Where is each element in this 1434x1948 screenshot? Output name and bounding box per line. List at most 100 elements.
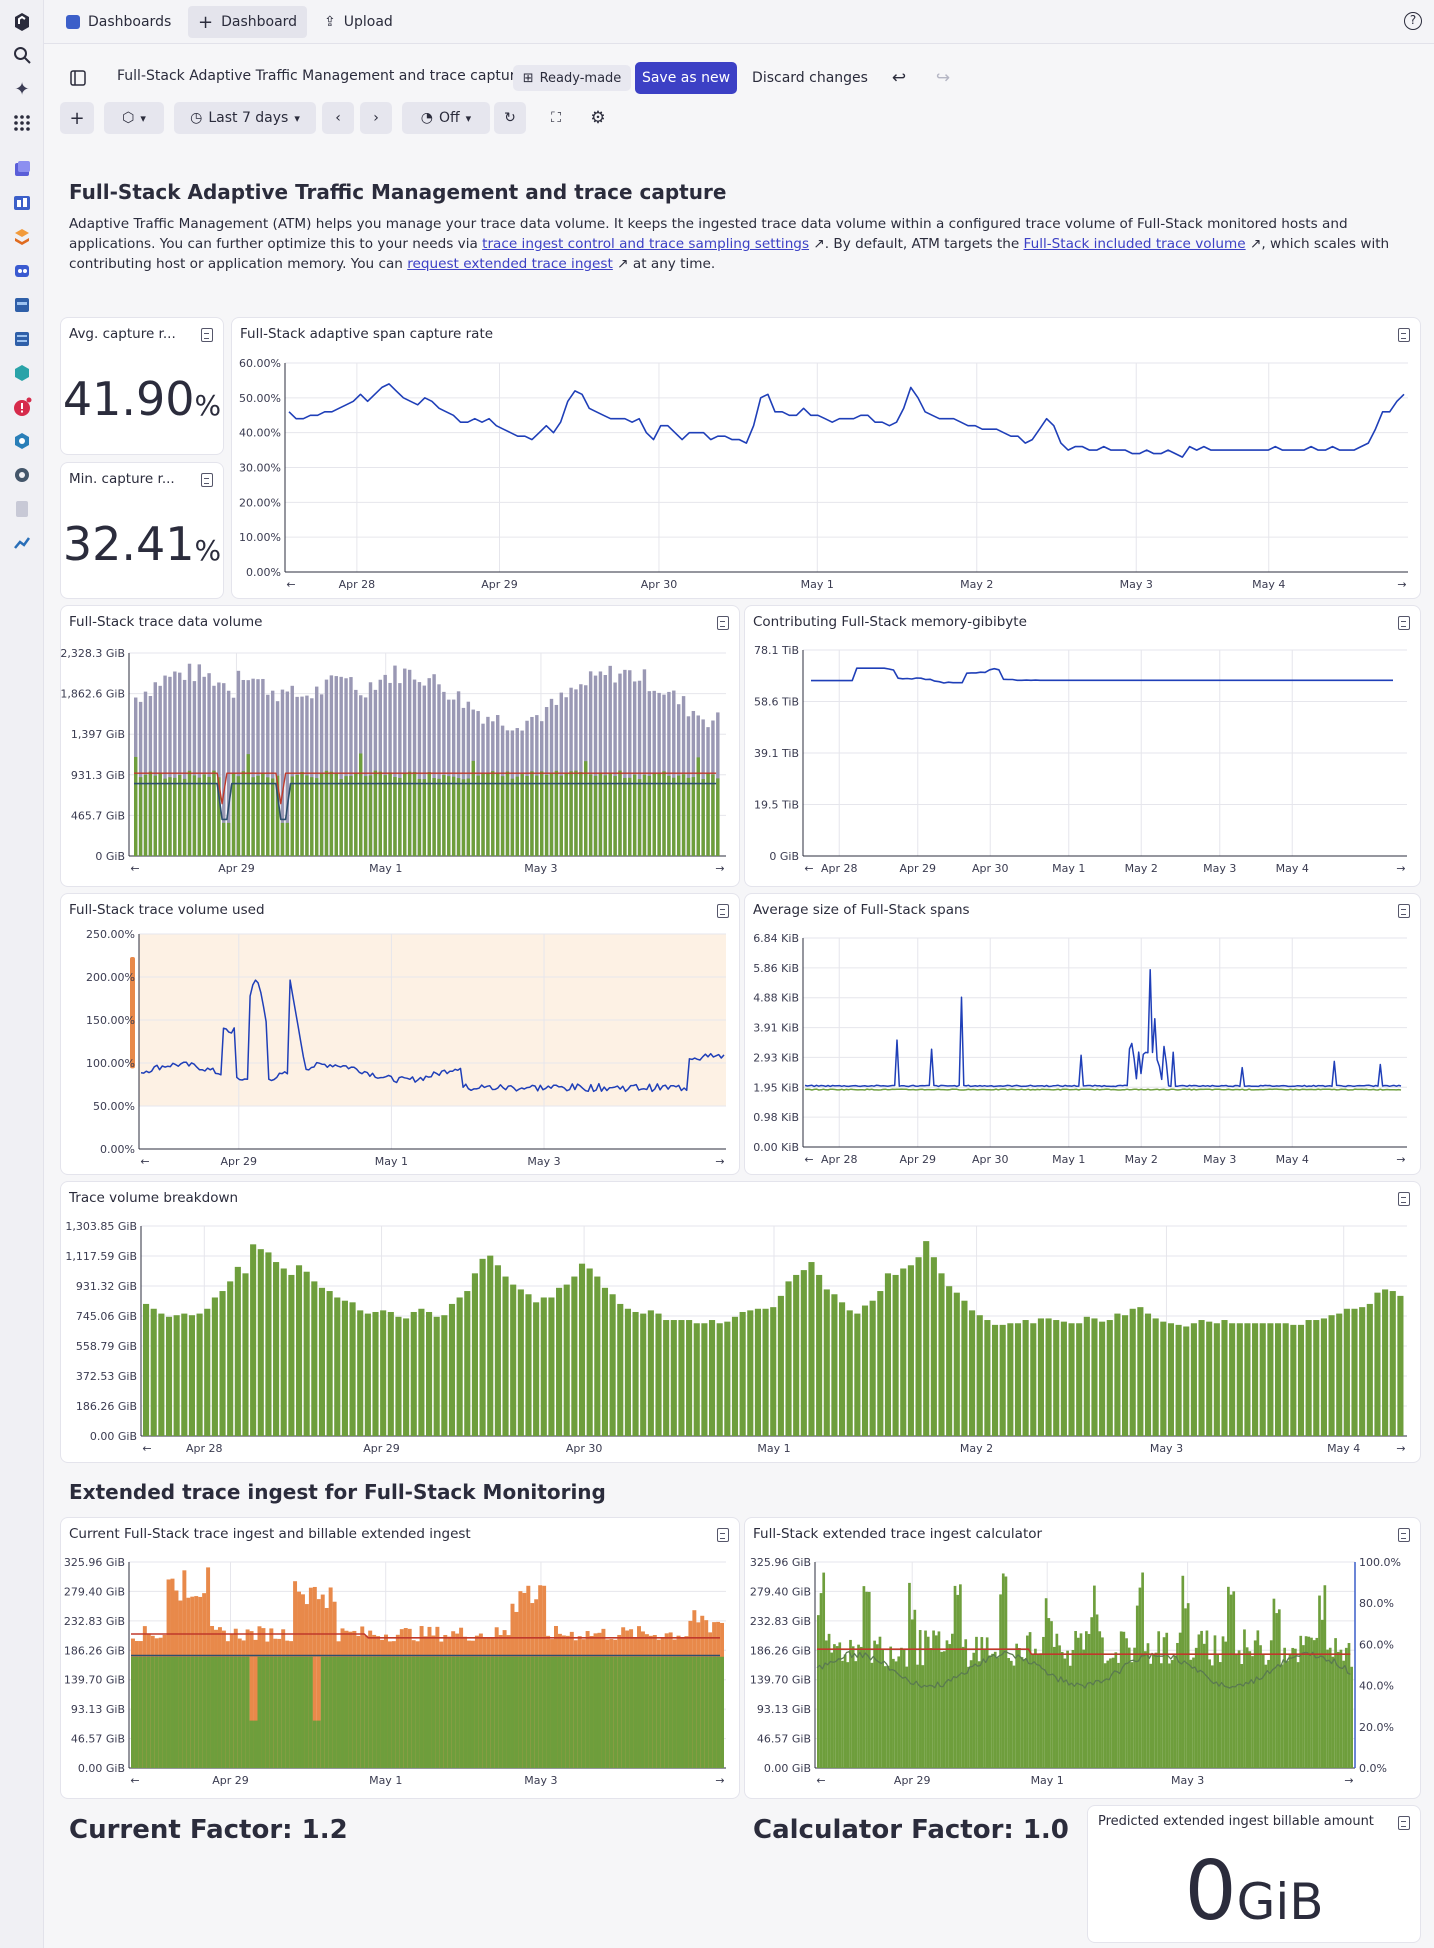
calc-bar	[870, 1662, 874, 1768]
volume-used-line	[140, 979, 725, 1093]
fullscreen-icon[interactable]: ⛶	[551, 110, 561, 126]
document-icon[interactable]	[1398, 616, 1410, 630]
avg-capture-rate-tile[interactable]: Avg. capture r... 41.90%	[60, 317, 224, 455]
app-icon-gear[interactable]	[9, 462, 35, 488]
dashboard-title[interactable]: Full-Stack Adaptive Traffic Management a…	[117, 68, 524, 84]
calc-bar	[1127, 1647, 1131, 1768]
trace-ingest-settings-link[interactable]: trace ingest control and trace sampling …	[482, 236, 810, 252]
breakdown-bar	[1060, 1321, 1067, 1436]
document-icon[interactable]	[717, 904, 729, 918]
document-icon[interactable]	[201, 473, 213, 487]
bar-total	[153, 682, 157, 856]
segment-button[interactable]: ⬡ ▾	[104, 102, 164, 134]
tab-dashboard[interactable]: + Dashboard	[188, 6, 308, 38]
included-bar	[688, 1656, 693, 1768]
bar-captured	[525, 775, 529, 856]
breakdown-bar	[433, 1316, 440, 1436]
span-capture-rate-chart[interactable]: 0.00% 10.00% 20.00% 30.00% 40.00% 50.00% 60.00…	[232, 318, 1422, 600]
calc-bar	[886, 1665, 890, 1768]
document-icon[interactable]	[1398, 1192, 1410, 1206]
previous-timeframe-button[interactable]: ‹	[322, 102, 354, 134]
app-icon-hexagon[interactable]	[9, 360, 35, 386]
breakdown-bar	[854, 1313, 861, 1436]
app-icon-document[interactable]	[9, 496, 35, 522]
app-icon-trend[interactable]	[9, 530, 35, 556]
trace-data-volume-tile[interactable]: Full-Stack trace data volume 0 GiB 465.7 …	[60, 605, 740, 887]
calc-bar	[1237, 1650, 1241, 1768]
add-tile-button[interactable]: +	[60, 102, 94, 134]
trace-volume-used-chart[interactable]: 0.00% 50.00% 100.00% 150.00% 200.00% 250.00% A…	[61, 894, 741, 1176]
dynatrace-logo-icon[interactable]	[9, 8, 35, 34]
settings-gear-icon[interactable]: ⚙	[590, 108, 606, 128]
app-icon-server[interactable]	[9, 326, 35, 352]
memory-gibibyte-tile[interactable]: Contributing Full-Stack memory-gibibyte …	[744, 605, 1421, 887]
calc-bar	[1168, 1663, 1171, 1768]
timeframe-selector[interactable]: ◷ Last 7 days ▾	[174, 102, 316, 134]
tab-dashboards[interactable]: Dashboards	[56, 6, 181, 38]
intro-text-4: at any time.	[628, 256, 716, 272]
app-icon-database[interactable]	[9, 292, 35, 318]
trace-volume-breakdown-tile[interactable]: Trace volume breakdown 0.00 GiB 186.26 Gi…	[60, 1181, 1421, 1463]
trace-data-volume-chart[interactable]: 0 GiB 465.7 GiB 931.3 GiB 1,397 GiB 1,862.6 …	[61, 606, 741, 888]
app-icon-robot[interactable]	[9, 258, 35, 284]
predicted-billable-tile[interactable]: Predicted extended ingest billable amoun…	[1087, 1805, 1421, 1943]
memory-gibibyte-chart[interactable]: 0 GiB 19.5 TiB 39.1 TiB 58.6 TiB 78.1 TiB Apr…	[745, 606, 1422, 888]
discard-changes-button[interactable]: Discard changes	[752, 70, 868, 86]
document-icon[interactable]	[1398, 1816, 1410, 1830]
apps-grid-icon[interactable]	[9, 110, 35, 136]
included-bar	[174, 1656, 179, 1768]
document-icon[interactable]	[1398, 904, 1410, 918]
app-icon-alert[interactable]	[9, 394, 35, 420]
document-icon[interactable]	[717, 1528, 729, 1542]
document-icon[interactable]	[1398, 1528, 1410, 1542]
y-tick-label: 931.32 GiB	[76, 1280, 137, 1293]
included-trace-volume-link[interactable]: Full-Stack included trace volume	[1023, 236, 1246, 252]
breakdown-bar	[1106, 1320, 1113, 1436]
pan-left-icon: ←	[816, 1774, 825, 1787]
app-icon-cube[interactable]	[9, 156, 35, 182]
bar-captured	[295, 774, 299, 856]
included-bar	[138, 1656, 143, 1768]
trace-volume-breakdown-chart[interactable]: 0.00 GiB 186.26 GiB 372.53 GiB 558.79 GiB 74…	[61, 1182, 1422, 1464]
redo-icon[interactable]: ↪	[935, 68, 951, 88]
search-icon[interactable]	[9, 42, 35, 68]
bar-total	[182, 679, 187, 856]
app-icon-dashboards[interactable]	[9, 190, 35, 216]
request-extended-ingest-link[interactable]: request extended trace ingest	[407, 256, 613, 272]
limit-line	[134, 772, 717, 805]
sparkle-icon[interactable]: ✦	[14, 78, 30, 100]
sidebar-toggle-icon[interactable]	[66, 62, 90, 94]
help-icon[interactable]: ?	[1404, 12, 1422, 30]
app-icon-kubernetes[interactable]	[9, 428, 35, 454]
current-ingest-chart[interactable]: 0.00 GiB 46.57 GiB 93.13 GiB 139.70 GiB 186.…	[61, 1518, 741, 1800]
document-icon[interactable]	[1398, 328, 1410, 342]
current-ingest-tile[interactable]: Current Full-Stack trace ingest and bill…	[60, 1517, 740, 1799]
breakdown-bar	[969, 1310, 976, 1436]
span-capture-rate-tile[interactable]: Full-Stack adaptive span capture rate 0.…	[231, 317, 1421, 599]
save-as-new-button[interactable]: Save as new	[635, 62, 737, 94]
ingest-calculator-chart[interactable]: 0.00 GiB 46.57 GiB 93.13 GiB 139.70 GiB 186.…	[745, 1518, 1422, 1800]
y-tick-label: 0 GiB	[769, 850, 799, 863]
auto-refresh-selector[interactable]: ◔ Off ▾	[402, 102, 490, 134]
calc-bar	[1138, 1587, 1142, 1768]
refresh-button[interactable]: ↻	[494, 102, 526, 134]
calc-bar	[1085, 1631, 1088, 1768]
calc-bar	[913, 1609, 917, 1768]
app-icon-orange[interactable]	[9, 224, 35, 250]
ingest-calculator-tile[interactable]: Full-Stack extended trace ingest calcula…	[744, 1517, 1421, 1799]
avg-span-size-tile[interactable]: Average size of Full-Stack spans 0.00 Ki…	[744, 893, 1421, 1175]
document-icon[interactable]	[201, 328, 213, 342]
calc-bar	[1291, 1647, 1295, 1768]
included-bar	[447, 1656, 452, 1768]
breakdown-bar	[410, 1311, 417, 1436]
tab-upload[interactable]: ⇪ Upload	[314, 6, 403, 38]
trace-volume-used-tile[interactable]: Full-Stack trace volume used 0.00% 50.00%…	[60, 893, 740, 1175]
document-icon[interactable]	[717, 616, 729, 630]
min-capture-rate-tile[interactable]: Min. capture r... 32.41%	[60, 462, 224, 599]
included-bar	[704, 1656, 709, 1768]
bar-captured	[554, 770, 559, 856]
included-bar	[166, 1656, 171, 1768]
undo-icon[interactable]: ↩	[891, 68, 907, 88]
next-timeframe-button[interactable]: ›	[360, 102, 392, 134]
avg-span-size-chart[interactable]: 0.00 KiB 0.98 KiB 1.95 KiB 2.93 KiB 3.91 KiB…	[745, 894, 1422, 1176]
